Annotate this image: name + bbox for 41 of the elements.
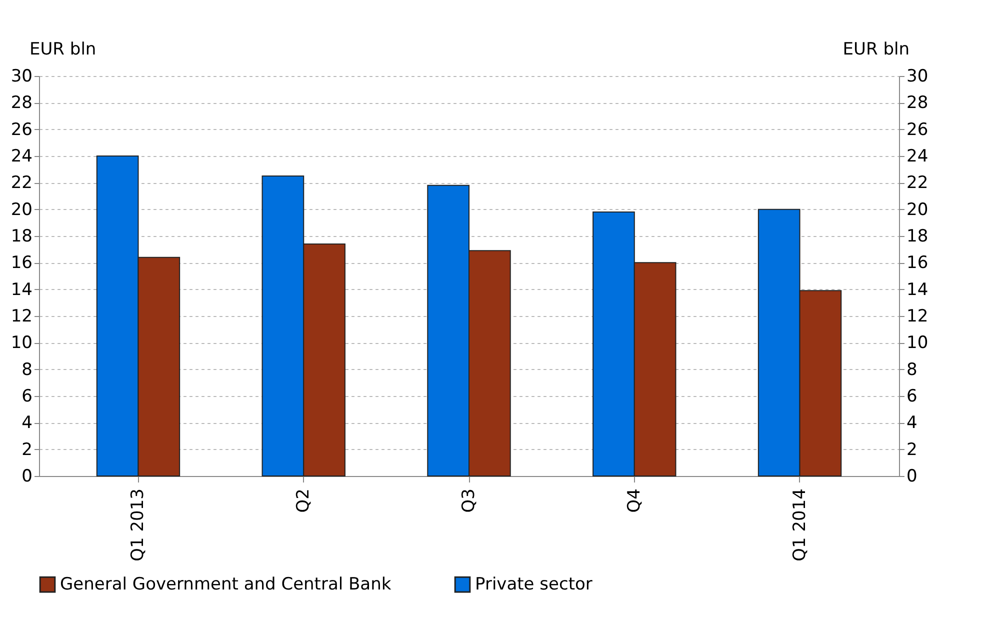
y2-tick-label: 6 <box>906 386 918 406</box>
y2-tick-label: 14 <box>906 280 928 300</box>
y-tick-label: 4 <box>22 413 32 434</box>
y-tick-label: 10 <box>10 333 32 354</box>
y2-tick-label: 24 <box>906 146 928 166</box>
x-tick-label: Q2 <box>294 488 314 513</box>
y2-tick-label: 4 <box>906 413 918 434</box>
x-tick-label: Q1 2013 <box>128 488 148 562</box>
y2-tick-label: 20 <box>906 200 928 220</box>
y2-tick-label: 8 <box>906 360 918 380</box>
y-tick-label: 8 <box>22 360 32 380</box>
y-tick-label: 22 <box>10 173 32 194</box>
y2-tick-label: 18 <box>906 226 928 246</box>
y2-tick-label: 10 <box>906 333 928 354</box>
y-tick-label: 12 <box>10 306 32 326</box>
y-tick-label: 2 <box>22 440 32 460</box>
y-axis-title: EUR bln <box>30 40 96 60</box>
y-tick-label: 28 <box>10 93 32 114</box>
x-tick-label: Q4 <box>624 488 644 513</box>
y-tick-label: 24 <box>10 146 32 166</box>
y2-tick-label: 12 <box>906 306 928 326</box>
y2-tick-label: 30 <box>906 66 928 86</box>
y-tick-label: 20 <box>10 200 32 220</box>
y2-tick-label: 2 <box>906 440 918 460</box>
y-tick-label: 30 <box>10 66 32 86</box>
y2-tick-label: 22 <box>906 173 928 194</box>
y-tick-label: 18 <box>10 226 32 246</box>
legend-label: General Government and Central Bank <box>60 574 392 595</box>
y2-tick-label: 26 <box>906 120 928 140</box>
y-tick-label: 0 <box>22 466 32 486</box>
y-tick-label: 26 <box>10 120 32 140</box>
y2-axis-title: EUR bln <box>842 40 910 60</box>
y2-tick-label: 28 <box>906 93 928 114</box>
x-tick-label: Q3 <box>459 488 479 513</box>
y2-tick-label: 0 <box>906 466 918 486</box>
x-tick-label: Q1 2014 <box>790 488 810 562</box>
y-tick-label: 14 <box>10 280 32 300</box>
y-tick-label: 6 <box>22 386 32 406</box>
y2-tick-label: 16 <box>906 253 928 274</box>
y-tick-label: 16 <box>10 253 32 274</box>
legend-label: Private sector <box>475 574 592 595</box>
